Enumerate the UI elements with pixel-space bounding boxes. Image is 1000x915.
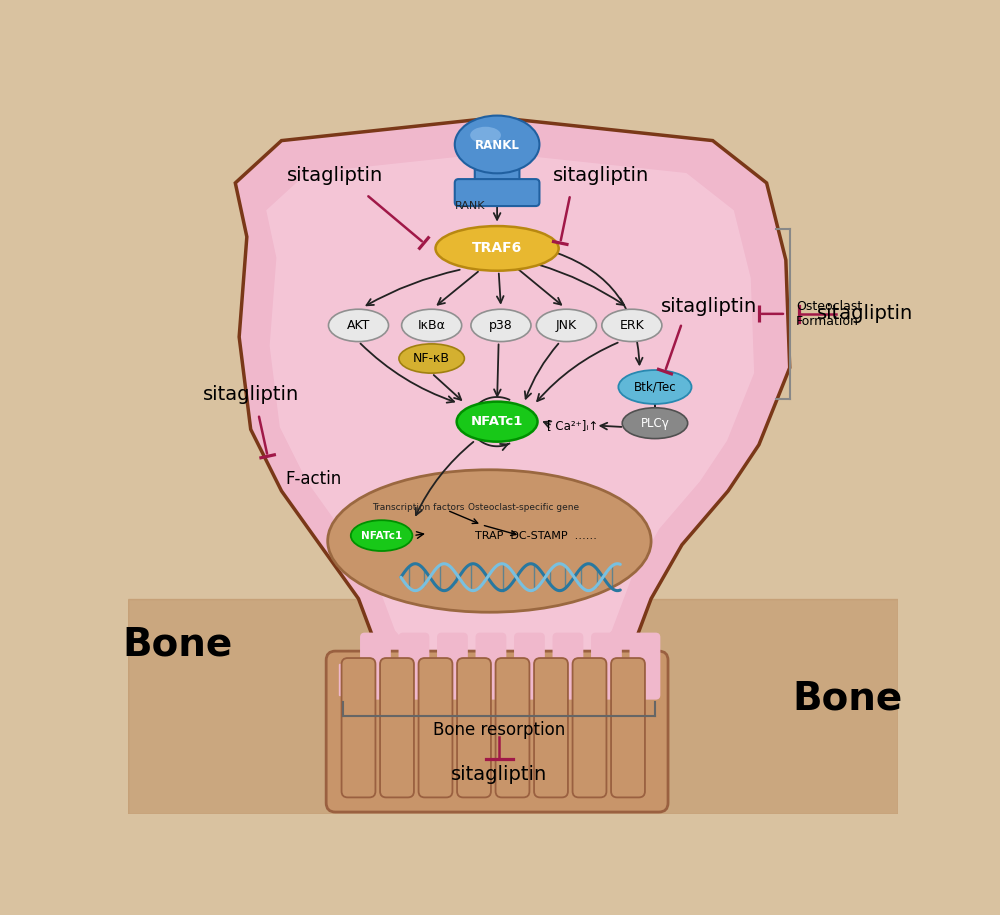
Text: sitagliptin: sitagliptin — [817, 305, 913, 323]
Text: sitagliptin: sitagliptin — [553, 166, 649, 185]
FancyBboxPatch shape — [611, 658, 645, 797]
Text: NFATc1: NFATc1 — [471, 415, 523, 428]
Ellipse shape — [351, 521, 412, 551]
FancyBboxPatch shape — [437, 632, 468, 700]
Text: NF-κB: NF-κB — [413, 352, 450, 365]
Polygon shape — [266, 153, 754, 654]
Text: sitagliptin: sitagliptin — [661, 296, 757, 316]
Text: NFATc1: NFATc1 — [361, 531, 402, 541]
Ellipse shape — [618, 370, 692, 404]
FancyBboxPatch shape — [326, 651, 668, 812]
FancyBboxPatch shape — [342, 658, 375, 797]
Ellipse shape — [602, 309, 662, 341]
FancyBboxPatch shape — [380, 658, 414, 797]
Ellipse shape — [471, 309, 531, 341]
Text: TRAP  DC-STAMP  ……: TRAP DC-STAMP …… — [475, 531, 597, 541]
Text: p38: p38 — [489, 319, 513, 332]
FancyBboxPatch shape — [457, 658, 491, 797]
Text: Bone: Bone — [792, 680, 903, 718]
Text: ERK: ERK — [619, 319, 644, 332]
FancyBboxPatch shape — [419, 658, 452, 797]
Text: Osteoclast
Formation: Osteoclast Formation — [796, 300, 862, 328]
Text: sitagliptin: sitagliptin — [203, 385, 299, 404]
Ellipse shape — [328, 309, 389, 341]
Ellipse shape — [435, 226, 559, 271]
Bar — [339, 664, 655, 695]
Text: AKT: AKT — [347, 319, 370, 332]
Ellipse shape — [402, 309, 462, 341]
Polygon shape — [235, 117, 790, 687]
Text: IκBα: IκBα — [418, 319, 446, 332]
Text: Bone: Bone — [122, 626, 233, 664]
Text: F-actin: F-actin — [285, 470, 342, 489]
FancyBboxPatch shape — [514, 632, 545, 700]
FancyBboxPatch shape — [591, 632, 622, 700]
FancyBboxPatch shape — [455, 179, 539, 206]
Text: sitagliptin: sitagliptin — [451, 765, 548, 784]
Ellipse shape — [536, 309, 596, 341]
Text: Bone resorption: Bone resorption — [433, 721, 566, 738]
Text: Btk/Tec: Btk/Tec — [634, 381, 676, 393]
Ellipse shape — [457, 402, 538, 442]
FancyBboxPatch shape — [476, 632, 506, 700]
Ellipse shape — [399, 344, 464, 373]
Text: PLCγ: PLCγ — [641, 416, 669, 430]
FancyBboxPatch shape — [630, 632, 660, 700]
Text: Osteoclast-specific gene: Osteoclast-specific gene — [468, 503, 580, 512]
Ellipse shape — [470, 127, 501, 144]
Ellipse shape — [328, 469, 651, 612]
FancyBboxPatch shape — [534, 658, 568, 797]
Text: sitagliptin: sitagliptin — [287, 166, 384, 185]
FancyBboxPatch shape — [360, 632, 391, 700]
Text: JNK: JNK — [556, 319, 577, 332]
Ellipse shape — [455, 115, 539, 173]
FancyBboxPatch shape — [573, 658, 606, 797]
Text: RANKL: RANKL — [475, 139, 520, 153]
FancyBboxPatch shape — [399, 632, 429, 700]
Text: TRAF6: TRAF6 — [472, 242, 522, 255]
FancyBboxPatch shape — [496, 658, 529, 797]
Bar — [128, 598, 898, 814]
Text: [ Ca²⁺]ᵢ↑: [ Ca²⁺]ᵢ↑ — [547, 419, 598, 432]
Text: Transcription factors: Transcription factors — [372, 503, 465, 512]
Text: RANK: RANK — [455, 201, 485, 211]
Ellipse shape — [622, 408, 688, 438]
FancyBboxPatch shape — [553, 632, 583, 700]
FancyBboxPatch shape — [475, 153, 519, 201]
